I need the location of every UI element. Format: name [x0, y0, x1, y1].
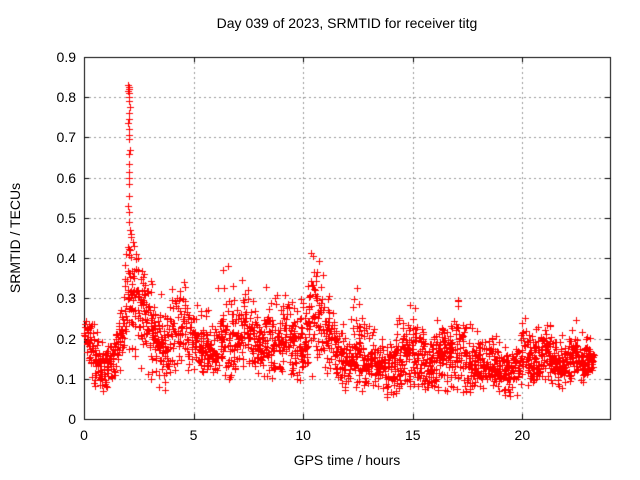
x-tick-label: 0 [80, 427, 88, 443]
x-tick-label: 15 [404, 427, 421, 443]
y-tick-label: 0.9 [56, 49, 76, 65]
y-tick-label: 0 [68, 411, 76, 427]
chart-title: Day 039 of 2023, SRMTID for receiver tit… [216, 15, 478, 31]
y-tick-label: 0.4 [56, 250, 76, 267]
y-tick-label: 0.7 [56, 129, 76, 146]
y-tick-label: 0.1 [56, 370, 76, 387]
y-tick-label: 0.3 [56, 290, 76, 307]
y-tick-label: 0.2 [56, 330, 76, 347]
x-tick-label: 10 [295, 427, 311, 443]
x-axis-label: GPS time / hours [293, 452, 401, 468]
y-tick-label: 0.6 [56, 169, 76, 186]
y-tick-label: 0.5 [56, 209, 76, 226]
x-tick-label: 5 [189, 427, 198, 443]
y-tick-label: 0.8 [56, 89, 76, 106]
x-tick-label: 20 [514, 427, 531, 443]
y-axis-label: SRMTID / TECUs [7, 182, 23, 294]
